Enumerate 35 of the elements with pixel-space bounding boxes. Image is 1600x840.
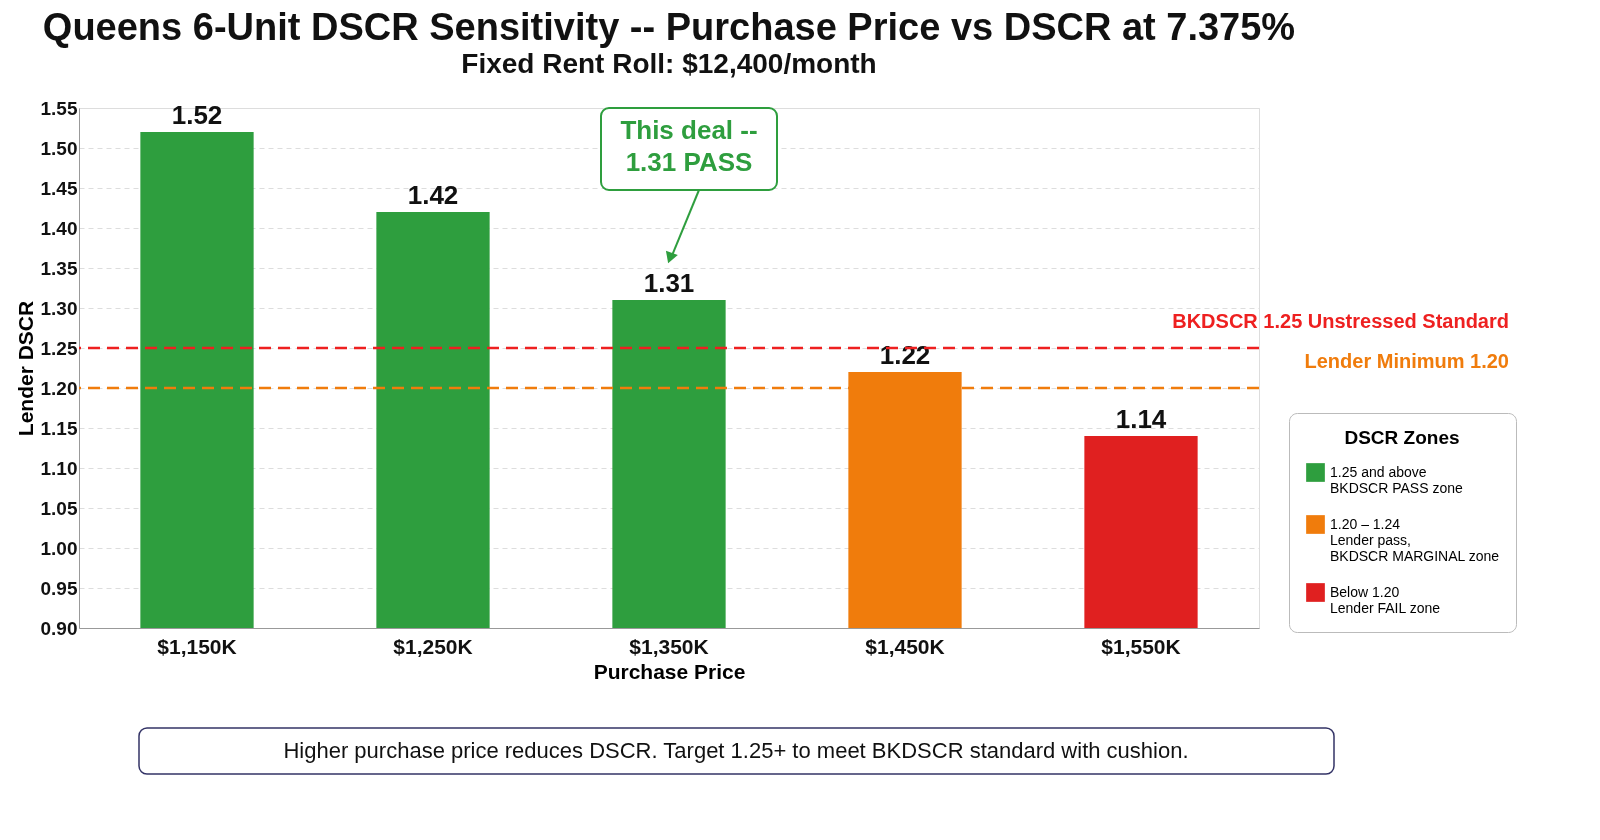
chart-title: Queens 6-Unit DSCR Sensitivity -- Purchase Price vs DSCR at 7.375% <box>42 6 1296 48</box>
data-label: 1.52 <box>171 100 223 130</box>
x-tick-label: $1,150K <box>157 634 237 658</box>
y-tick-label: 1.05 <box>40 497 78 519</box>
x-tick-label: $1,250K <box>393 634 473 658</box>
x-axis-title: Purchase Price <box>593 659 746 683</box>
y-tick-label: 1.40 <box>40 217 78 239</box>
text: Higher purchase price reduces DSCR. Target 1.25+ to meet BKDSCR standard with cushion. <box>283 738 1189 763</box>
chart-subtitle: Fixed Rent Roll: $12,400/month <box>461 48 877 79</box>
ref-line-label: BKDSCR 1.25 Unstressed Standard <box>1172 310 1509 332</box>
y-tick-label: 1.00 <box>40 537 78 559</box>
y-tick-label: 1.55 <box>40 97 78 119</box>
y-tick-label: 1.50 <box>40 137 78 159</box>
y-tick-label: 0.95 <box>40 577 78 599</box>
legend-label: Below 1.20 Lender FAIL zone <box>1330 583 1441 616</box>
data-label: 1.14 <box>1115 404 1167 434</box>
y-tick-label: 1.25 <box>40 337 78 359</box>
x-tick-label: $1,450K <box>865 634 945 658</box>
y-tick-label: 1.45 <box>40 177 78 199</box>
data-label: 1.42 <box>407 180 459 210</box>
y-tick-label: 1.15 <box>40 417 78 439</box>
annotation: This deal -- 1.31 PASS <box>620 115 758 177</box>
y-tick-label: 0.90 <box>40 617 78 639</box>
legend-label: 1.25 and above BKDSCR PASS zone <box>1330 463 1464 496</box>
legend-title: DSCR Zones <box>1344 427 1460 448</box>
y-tick-label: 1.10 <box>40 457 78 479</box>
x-tick-label: $1,350K <box>629 634 709 658</box>
y-tick-label: 1.20 <box>40 377 78 399</box>
y-tick-label: 1.30 <box>40 297 78 319</box>
x-tick-label: $1,550K <box>1101 634 1181 658</box>
legend-label: 1.20 – 1.24 Lender pass, BKDSCR MARGINAL zone <box>1330 515 1500 564</box>
y-tick-label: 1.35 <box>40 257 78 279</box>
y-axis-title: Lender DSCR <box>13 300 37 437</box>
data-label: 1.31 <box>643 268 695 298</box>
ref-line-label: Lender Minimum 1.20 <box>1304 350 1509 372</box>
